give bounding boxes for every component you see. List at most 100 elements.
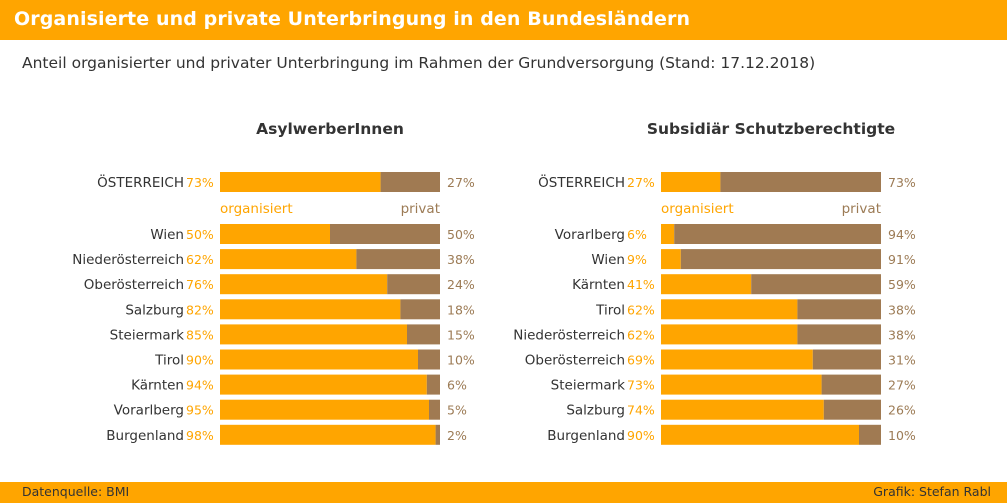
panel2-row-8-bar-privat (823, 399, 881, 420)
panel1-row-4-bar-privat (400, 299, 440, 320)
panel1-row-5-bar-organisiert (220, 324, 407, 345)
panel2-row-9-value-privat: 10% (888, 428, 916, 443)
panel2-row-1-value-organisiert: 6% (627, 227, 647, 242)
panel1-row-3-bar-privat (387, 274, 440, 295)
panel1-row-9-bar-privat (435, 424, 440, 445)
panel1-row-9-label: Burgenland (106, 428, 184, 444)
panel2-row-9-bar-organisiert (661, 424, 859, 445)
panel2-row-9-label: Burgenland (547, 428, 625, 444)
panel2-row-1-bar-privat (674, 224, 881, 244)
panel1-row-1-bar-organisiert (220, 224, 330, 244)
panel2-row-3-bar-organisiert (661, 274, 752, 295)
panel2-total-bar-privat (720, 172, 881, 192)
panel1-row-7-bar-privat (426, 374, 440, 395)
panel2-row-6-bar-organisiert (661, 349, 813, 370)
panel1-total-value-organisiert: 73% (186, 175, 214, 190)
panel2-row-2-value-organisiert: 9% (627, 252, 647, 267)
panel1-legend-organisiert: organisiert (220, 201, 293, 217)
panel1-row-6-bar-privat (418, 349, 440, 370)
panel1-row-1-bar-privat (330, 224, 440, 244)
panel2-row-8-value-organisiert: 74% (627, 403, 655, 418)
panel1-row-7-value-organisiert: 94% (186, 378, 214, 393)
panel2-row-7-value-organisiert: 73% (627, 378, 655, 393)
panel2-row-1-label: Vorarlberg (555, 227, 625, 243)
panel2-row-4-bar-privat (797, 299, 881, 320)
panel1-row-1-value-organisiert: 50% (186, 227, 214, 242)
panel1-row-5-label: Steiermark (110, 327, 185, 343)
panel2-row-8-bar-organisiert (661, 399, 824, 420)
panel2-row-8-label: Salzburg (566, 403, 625, 419)
panel2-row-9-value-organisiert: 90% (627, 428, 655, 443)
panel1-row-9-bar-organisiert (220, 424, 436, 445)
panel2-row-5-value-privat: 38% (888, 327, 916, 342)
panel2-row-8-value-privat: 26% (888, 403, 916, 418)
panel1-legend-privat: privat (401, 201, 440, 217)
panel2-title: Subsidiär Schutzberechtigte (647, 120, 895, 138)
data-source: Datenquelle: BMI (22, 484, 130, 499)
panel1-row-4-bar-organisiert (220, 299, 401, 320)
panel2-row-6-bar-privat (812, 349, 881, 370)
panel1-row-1-label: Wien (150, 227, 184, 243)
panel2-total-value-organisiert: 27% (627, 175, 655, 190)
panel1-row-2-label: Niederösterreich (72, 252, 184, 268)
panel1-total-bar-privat (380, 172, 440, 192)
panel2-row-5-value-organisiert: 62% (627, 327, 655, 342)
panel2-row-7-bar-organisiert (661, 374, 822, 395)
panel2-row-2-value-privat: 91% (888, 252, 916, 267)
panel1-row-8-bar-organisiert (220, 399, 429, 420)
panel1-row-3-bar-organisiert (220, 274, 388, 295)
graphic-credit: Grafik: Stefan Rabl (873, 484, 991, 499)
panel1-row-6-label: Tirol (154, 353, 184, 369)
panel2-row-5-bar-privat (797, 324, 881, 345)
panel2-row-4-bar-organisiert (661, 299, 798, 320)
panel2-row-5-bar-organisiert (661, 324, 798, 345)
panel1-row-9-value-privat: 2% (447, 428, 467, 443)
panel2-row-4-value-privat: 38% (888, 302, 916, 317)
panel1-row-7-value-privat: 6% (447, 378, 467, 393)
panel1-row-6-bar-organisiert (220, 349, 418, 370)
panel2-row-5-label: Niederösterreich (513, 327, 625, 343)
panel1-row-1-value-privat: 50% (447, 227, 475, 242)
chart-subtitle: Anteil organisierter und privater Unterb… (22, 54, 816, 72)
panel1-row-2-bar-privat (356, 249, 440, 270)
panel1-row-2-bar-organisiert (220, 249, 357, 270)
panel1-row-8-value-privat: 5% (447, 403, 467, 418)
panel1-row-8-value-organisiert: 95% (186, 403, 214, 418)
panel1-row-2-value-privat: 38% (447, 252, 475, 267)
panel2-total-bar-organisiert (661, 172, 721, 192)
panel1-row-8-label: Vorarlberg (114, 403, 184, 419)
panel2-row-6-label: Oberösterreich (525, 353, 625, 369)
panel2-legend-privat: privat (842, 201, 881, 217)
panel1-row-4-value-organisiert: 82% (186, 302, 214, 317)
panel1-row-7-label: Kärnten (131, 378, 184, 394)
panel1-title: AsylwerberInnen (256, 120, 404, 138)
panel2-total-label: ÖSTERREICH (538, 173, 625, 191)
panel2-total-value-privat: 73% (888, 175, 916, 190)
footer-bar: Datenquelle: BMI Grafik: Stefan Rabl (0, 482, 1007, 503)
panel2-legend-organisiert: organisiert (661, 201, 734, 217)
panel2-row-4-value-organisiert: 62% (627, 302, 655, 317)
panel2-row-1-bar-organisiert (661, 224, 675, 244)
panel2-row-7-label: Steiermark (551, 378, 626, 394)
panel2-row-7-value-privat: 27% (888, 378, 916, 393)
panel1-row-3-value-organisiert: 76% (186, 277, 214, 292)
panel2-row-7-bar-privat (821, 374, 881, 395)
page-title: Organisierte und private Unterbringung i… (14, 8, 691, 30)
panel2-row-9-bar-privat (859, 424, 881, 445)
panel2-row-3-label: Kärnten (572, 277, 625, 293)
panel2-row-3-value-privat: 59% (888, 277, 916, 292)
panel2-row-3-bar-privat (751, 274, 881, 295)
panel2-row-1-value-privat: 94% (888, 227, 916, 242)
panel1-row-7-bar-organisiert (220, 374, 427, 395)
panel1-row-6-value-organisiert: 90% (186, 353, 214, 368)
panel1-total-bar-organisiert (220, 172, 381, 192)
panel1-row-9-value-organisiert: 98% (186, 428, 214, 443)
panel1-total-label: ÖSTERREICH (97, 173, 184, 191)
panel2-row-4-label: Tirol (595, 302, 625, 318)
header-bar: Organisierte und private Unterbringung i… (0, 0, 1007, 40)
panel1-row-3-value-privat: 24% (447, 277, 475, 292)
panel1-row-8-bar-privat (429, 399, 440, 420)
panel1-total-value-privat: 27% (447, 175, 475, 190)
panel1-row-5-value-organisiert: 85% (186, 327, 214, 342)
panel1-row-4-label: Salzburg (125, 302, 184, 318)
